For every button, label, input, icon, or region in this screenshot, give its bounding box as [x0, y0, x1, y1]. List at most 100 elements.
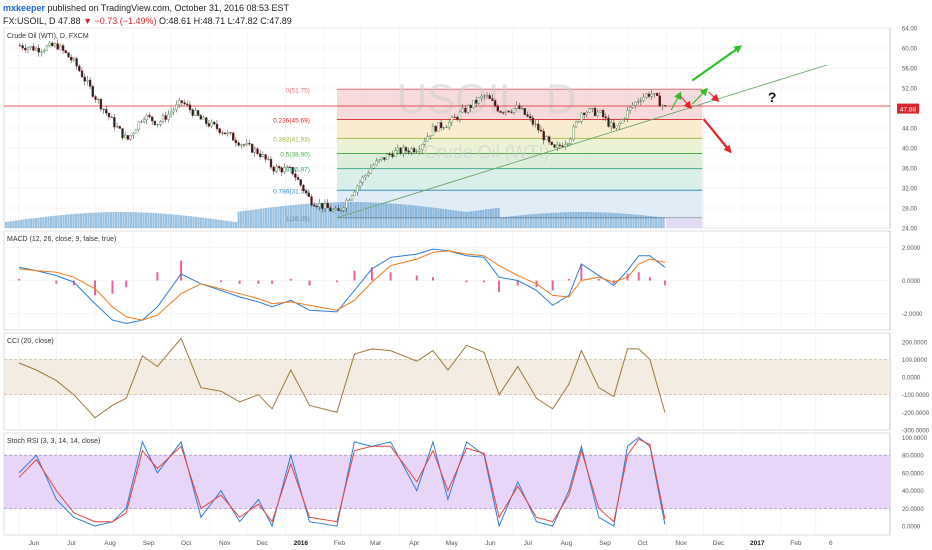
stochrsi-k-line[interactable]: [18, 436, 666, 528]
stochrsi-band: [4, 455, 890, 509]
big-down-arrow[interactable]: [702, 118, 732, 154]
candle-body: [223, 132, 227, 135]
volume-bar: [180, 215, 183, 228]
candle-body: [534, 123, 537, 125]
candle-body: [407, 150, 410, 153]
candle-body: [569, 138, 572, 144]
volume-bar: [62, 214, 65, 228]
price-tick-label: 64.00: [902, 27, 918, 33]
candle-body: [353, 191, 356, 196]
volume-bar: [400, 204, 403, 228]
time-axis-label: Feb: [790, 540, 802, 547]
candle-body: [32, 46, 35, 51]
candle-body: [388, 153, 391, 155]
ohlc-close: C:47.89: [260, 16, 292, 26]
author-link[interactable]: mxkeeper: [3, 3, 46, 13]
candle-body: [205, 117, 208, 124]
volume-bar: [427, 207, 430, 228]
stochrsi-tick-label: 40.0000: [902, 489, 924, 495]
candle-body: [97, 99, 100, 101]
macd-histogram-bar: [370, 267, 373, 281]
volume-bar: [292, 204, 295, 228]
volume-bar: [640, 215, 643, 228]
candle-body: [37, 48, 40, 53]
candle-body: [94, 96, 97, 100]
volume-bar: [142, 212, 145, 228]
publish-text: published on TradingView.com, October 31…: [47, 3, 290, 13]
volume-bar: [475, 210, 478, 228]
fib-level-label: 0.236(45.69): [273, 118, 310, 125]
volume-bar: [380, 202, 383, 228]
symbol-watermark: USOIL, D: [397, 75, 577, 122]
macd-signal-line[interactable]: [18, 250, 666, 321]
volume-bar: [592, 212, 595, 228]
small-up-arrow[interactable]: [670, 91, 682, 111]
volume-bar: [637, 214, 640, 228]
volume-bar: [492, 208, 495, 228]
candle-body: [169, 111, 173, 115]
candle-body: [431, 125, 435, 136]
candle-body: [261, 154, 265, 157]
cci-line[interactable]: [18, 337, 666, 419]
volume-bar: [212, 219, 215, 228]
fib-level-label: 0.5(38.90): [280, 152, 310, 159]
volume-bar: [290, 205, 293, 228]
volume-bar: [122, 212, 125, 228]
candle-body: [256, 148, 259, 155]
volume-bar: [505, 216, 508, 228]
candle-body: [194, 110, 197, 116]
candle-body: [423, 140, 427, 145]
volume-bar: [512, 216, 515, 228]
volume-bar: [447, 209, 450, 228]
candle-body: [472, 99, 475, 108]
volume-bar: [170, 214, 173, 228]
volume-bar: [395, 203, 398, 228]
trendline[interactable]: [336, 64, 828, 219]
small-up-arrow[interactable]: [691, 87, 709, 105]
small-down-arrow[interactable]: [708, 91, 720, 103]
candle-body: [607, 117, 610, 127]
candle-body: [585, 112, 589, 115]
volume-bar: [377, 202, 380, 228]
volume-bar: [482, 209, 485, 228]
candle-body: [296, 177, 300, 180]
candle-body: [242, 144, 246, 146]
volume-bar: [577, 212, 580, 228]
volume-bar: [657, 216, 660, 228]
candle-body: [126, 135, 130, 140]
stochrsi-d-line[interactable]: [18, 438, 666, 523]
volume-bar: [502, 217, 505, 228]
candle-body: [664, 105, 667, 107]
fib-zone: [336, 89, 703, 120]
volume-bar: [40, 217, 43, 228]
candle-body: [121, 128, 124, 139]
macd-line[interactable]: [18, 248, 666, 324]
candle-body: [40, 51, 43, 53]
candle-body: [596, 111, 599, 116]
candle-body: [588, 108, 591, 113]
volume-bar: [352, 202, 355, 228]
candle-body: [64, 50, 67, 53]
volume-bar: [390, 203, 393, 228]
volume-bar: [265, 207, 268, 228]
candle-body: [615, 125, 618, 129]
macd-histogram-bar: [663, 280, 666, 286]
cci-tick-label: -200.0000: [902, 411, 930, 417]
volume-bar: [652, 216, 655, 228]
small-down-arrow[interactable]: [679, 95, 692, 110]
macd-histogram-bar: [431, 277, 434, 281]
big-up-arrow[interactable]: [691, 45, 743, 82]
volume-bar: [177, 214, 180, 228]
price-tick-label: 44.00: [902, 127, 918, 133]
projection-box: [666, 217, 703, 228]
candle-body: [577, 121, 580, 123]
volume-bar: [262, 208, 265, 228]
fib-level-label: 0.786(31.55): [273, 188, 310, 195]
macd-histogram-bar: [156, 272, 159, 281]
candle-body: [159, 121, 162, 125]
candle-body: [164, 115, 167, 120]
candle-body: [345, 200, 348, 209]
fib-level-label: 0.382(41.93): [273, 136, 310, 143]
time-axis-label: Aug: [104, 540, 116, 547]
